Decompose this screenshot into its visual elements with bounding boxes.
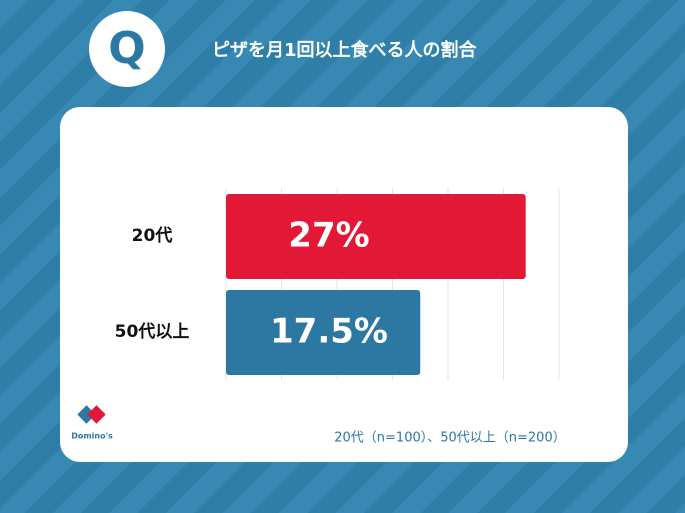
value-label: 17.5% [270, 312, 388, 352]
brand-logo [77, 405, 106, 424]
category-label: 20代 [132, 225, 173, 246]
logo-tile [87, 405, 106, 424]
logo-tile [77, 405, 96, 424]
bar [226, 194, 526, 279]
brand-name: Domino's [71, 432, 113, 441]
badge-circle [89, 11, 165, 87]
card [60, 107, 628, 462]
value-label: 27% [288, 216, 369, 256]
bar [226, 290, 421, 375]
badge: Q [108, 23, 145, 74]
note: 20代（n=100）、50代以上（n=200） [334, 431, 565, 446]
category-label: 50代以上 [115, 321, 190, 342]
chart-title: ピザを月1回以上食べる人の割合 [212, 39, 478, 61]
